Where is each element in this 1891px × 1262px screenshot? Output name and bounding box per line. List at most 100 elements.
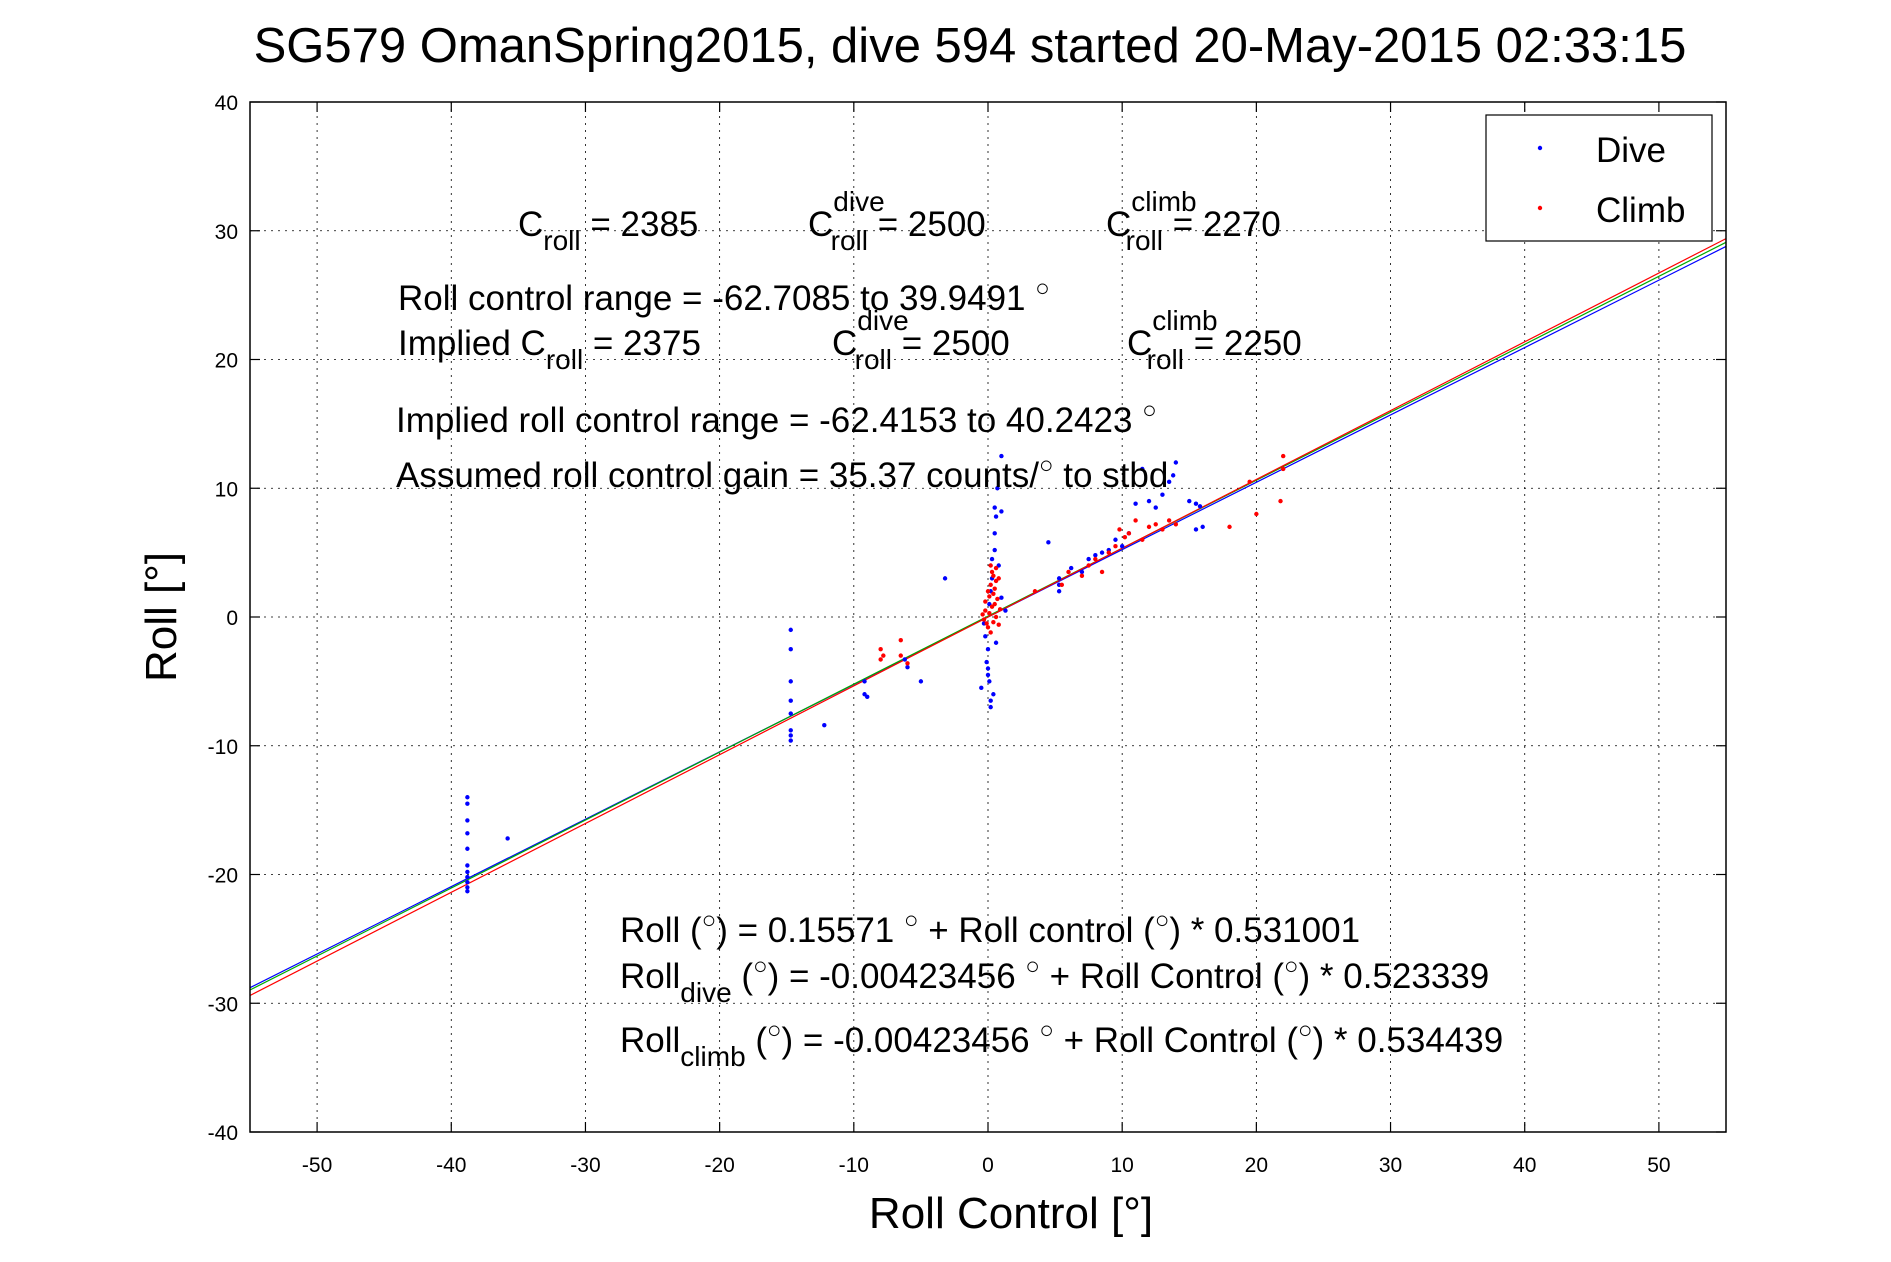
data-point-dive [989,556,995,562]
data-point-dive [788,728,793,733]
data-point-dive [1086,556,1091,562]
x-tick-label: 20 [1245,1154,1268,1177]
data-point-climb [1166,518,1172,523]
data-point-climb [1173,522,1179,527]
data-point-dive [1160,492,1165,497]
data-point-climb [1106,550,1111,555]
data-point-climb [980,612,985,617]
data-point-climb [1227,524,1232,530]
data-point-dive [985,672,991,678]
data-point-dive [1056,576,1062,581]
data-point-dive [1193,527,1199,532]
data-point-dive [788,733,793,738]
data-point-dive [465,801,470,806]
data-point-climb [1278,498,1283,504]
annotation-fit-all: Roll (○) = 0.15571 ○ + Roll control (○) … [620,907,1360,950]
data-point-climb [1254,511,1259,517]
data-point-dive [991,692,996,697]
legend-label-dive: Dive [1596,131,1666,170]
data-point-dive [1113,537,1118,542]
fit-lines [249,238,1727,997]
data-point-dive [1119,543,1125,549]
data-point-dive [788,627,793,633]
data-point-dive [465,880,470,885]
data-point-dive [942,576,948,581]
data-point-dive [905,665,910,670]
data-point-dive [992,505,997,510]
data-point-climb [993,614,999,620]
data-point-dive [465,874,470,880]
data-point-dive [1133,501,1138,506]
data-point-climb [985,625,991,630]
data-point-dive [465,869,470,875]
data-point-climb [996,622,1001,627]
legend-marker-dive [1537,145,1543,151]
annotation-implied-roll-control-range: Implied roll control range = -62.4153 to… [396,397,1157,440]
y-tick-label: 40 [215,92,238,115]
data-point-climb [1140,537,1145,542]
data-point-climb [1281,466,1286,472]
legend: Dive Climb [1485,114,1713,242]
annotation-roll-control-range: Roll control range = -62.7085 to 39.9491… [398,275,1050,318]
data-point-climb [996,576,1001,581]
data-point-dive [993,640,999,645]
x-tick-label: 10 [1111,1154,1134,1177]
data-point-dive [1197,504,1203,509]
data-point-dive [987,679,992,684]
data-point-dive [1153,505,1158,510]
data-point-climb [992,586,997,591]
legend-marker-climb [1537,205,1543,211]
y-tick-label: 30 [215,221,238,244]
x-axis-label: Roll Control [°] [869,1189,1153,1238]
data-point-dive [979,685,984,691]
data-point-dive [999,595,1004,600]
data-point-climb [988,563,993,568]
data-point-dive [1068,565,1074,571]
data-point-dive [999,453,1004,459]
data-point-dive [993,514,999,519]
data-point-climb [987,594,992,599]
data-point-dive [1170,473,1176,478]
x-tick-label: -50 [302,1154,332,1177]
data-point-climb [983,599,988,604]
y-tick-label: 20 [215,350,238,373]
fit-line [249,241,1727,991]
data-point-dive [1146,498,1152,504]
data-point-dive [788,679,793,684]
data-point-dive [822,722,827,728]
data-point-climb [1160,527,1165,532]
data-point-dive [999,509,1004,514]
data-point-climb [1117,527,1122,532]
data-point-dive [983,634,988,639]
data-point-dive [1200,524,1205,530]
data-point-dive [1079,569,1085,575]
data-point-climb [1133,518,1138,523]
data-point-climb [1086,563,1091,568]
data-point-dive [1187,498,1192,504]
legend-label-climb: Climb [1596,191,1685,230]
data-point-climb [987,610,992,616]
data-point-climb [1066,569,1071,575]
data-point-climb [984,621,989,626]
data-points [465,453,1286,894]
data-point-climb [898,637,903,643]
data-point-dive [862,679,867,684]
axis-ticks: -50 -40 -30 -20 -10 0 10 20 30 40 50 -40 -30 -20 -10 0 1… [208,92,1726,1177]
data-point-dive [1099,550,1105,555]
data-point-climb [878,657,883,662]
data-point-dive [995,486,1000,491]
data-point-climb [1032,589,1038,594]
x-tick-label: 40 [1513,1154,1536,1177]
x-tick-label: -30 [570,1154,600,1177]
data-point-climb [1079,573,1085,578]
data-point-dive [465,818,470,823]
data-point-dive [505,836,510,841]
data-point-dive [992,547,997,553]
data-point-dive [1056,589,1062,594]
data-point-climb [997,607,1003,612]
data-point-climb [905,661,910,666]
data-point-climb [983,608,988,613]
data-point-climb [988,582,993,588]
data-point-dive [788,738,793,743]
